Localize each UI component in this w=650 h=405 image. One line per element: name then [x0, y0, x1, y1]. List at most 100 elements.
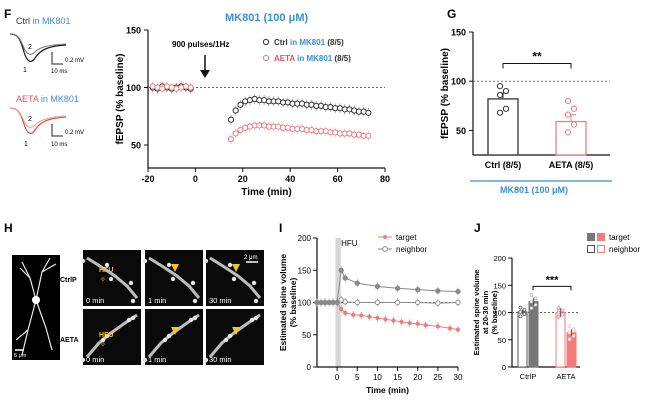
dendrite-image: 30 min — [203, 309, 264, 365]
aeta-trace: 1 2 0.2 mV 10 ms — [9, 107, 84, 148]
spine — [162, 337, 168, 343]
legend-target: target — [609, 233, 630, 242]
dendrite — [209, 256, 262, 299]
y-axis-label: fEPSP (% baseline) — [115, 54, 126, 145]
spine — [203, 258, 209, 264]
time-label: 30 min — [209, 355, 232, 364]
stim-label: 900 pulses/1Hz — [172, 40, 229, 49]
time-label: 0 min — [86, 296, 104, 305]
spine — [227, 333, 233, 339]
x-axis-label: Time (min) — [241, 187, 291, 198]
svg-text:1: 1 — [23, 67, 27, 74]
data-point — [556, 315, 561, 319]
svg-text:0.2 mV: 0.2 mV — [65, 130, 84, 136]
spine — [80, 258, 86, 264]
y-tick-label: 150 — [126, 26, 141, 36]
spine-volume-bar-chart: 0 50 100 150 200 Estimated spine volumeat 20-… — [472, 254, 580, 381]
time-label: 30 min — [209, 296, 232, 305]
scale-bar — [51, 52, 63, 65]
data-point — [374, 283, 381, 290]
y-axis-label: fEPSP (% baseline) — [440, 48, 451, 139]
panel-i-legend: target neighbor — [378, 233, 427, 254]
data-point — [455, 299, 461, 306]
time-label: 1 min — [148, 296, 166, 305]
dendrite-image: 1 min — [142, 309, 203, 365]
hfu-label: HFU — [99, 267, 113, 274]
panel-f-legend: Ctrl in MK801 (8/5) AETA in MK801 (8/5) — [262, 38, 351, 63]
data-point — [237, 126, 244, 134]
spine — [104, 262, 110, 268]
svg-text:1: 1 — [24, 141, 28, 148]
data-point — [367, 314, 372, 319]
data-point — [567, 337, 572, 342]
data-point — [502, 87, 510, 95]
data-point — [394, 285, 401, 291]
data-point — [237, 101, 244, 108]
data-point — [342, 275, 348, 281]
data-point — [570, 105, 578, 112]
spine — [190, 280, 196, 286]
data-point — [351, 312, 356, 317]
x-axis-label: Time (min) — [366, 385, 409, 395]
x-tick-label: 5 — [355, 373, 360, 382]
x-tick-label: 20 — [238, 174, 248, 184]
spine — [231, 276, 237, 282]
spine — [108, 276, 114, 282]
dendrite — [86, 256, 139, 299]
y-axis-label-line: (% baseline) — [288, 278, 298, 328]
spine — [104, 333, 110, 339]
spine — [170, 276, 176, 282]
data-point — [339, 306, 344, 312]
x-tick-label: 80 — [380, 174, 390, 184]
data-point — [338, 267, 344, 273]
spine — [188, 317, 194, 323]
x-tick-label: 15 — [393, 373, 402, 382]
stim-arrowhead — [200, 70, 210, 78]
data-point — [560, 308, 565, 313]
data-point — [518, 314, 523, 319]
data-point — [232, 130, 239, 137]
x-category-label: CtrlP — [520, 372, 537, 381]
x-tick-label: 40 — [285, 174, 295, 184]
data-point — [435, 300, 441, 306]
x-category-label: AETA (8/5) — [549, 160, 594, 170]
data-point — [187, 84, 194, 91]
data-point — [415, 299, 421, 306]
uncaging-spot-icon: ✧ — [100, 275, 107, 284]
y-tick-label: 150 — [493, 281, 506, 290]
spine — [192, 315, 198, 321]
arrowhead-icon — [171, 264, 179, 272]
data-point — [496, 109, 504, 116]
significance-marker: *** — [546, 274, 560, 286]
data-point — [391, 318, 396, 323]
data-point — [435, 288, 441, 294]
panel-j-label: J — [474, 221, 481, 235]
data-point — [399, 319, 404, 324]
panel-g-label: G — [447, 7, 456, 21]
svg-text:5 μm: 5 μm — [14, 353, 27, 359]
data-point — [518, 305, 523, 310]
data-point — [342, 299, 348, 305]
ctrl-trace: 1 2 0.2 mV 10 ms — [9, 33, 84, 75]
dendrite — [148, 256, 201, 299]
data-point — [159, 85, 166, 92]
row-label-ctrlp: CtrlP — [60, 277, 77, 284]
bar — [487, 98, 519, 156]
legend-ctrl: Ctrl in MK801 (8/5) — [274, 38, 344, 47]
x-tick-label: 10 — [373, 373, 382, 382]
neuron-image: 5 μm — [12, 255, 60, 360]
svg-text:10 ms: 10 ms — [51, 69, 67, 75]
data-point — [435, 324, 441, 329]
data-point — [496, 91, 504, 99]
data-point — [560, 312, 565, 317]
y-tick-label: 150 — [298, 266, 312, 275]
y-tick-label: 0 — [307, 363, 312, 372]
data-point — [529, 293, 534, 297]
y-tick-label: 100 — [298, 299, 312, 308]
panel-f-title: MK801 (100 μM) — [225, 12, 308, 24]
y-tick-label: 50 — [302, 331, 311, 340]
spine — [80, 357, 86, 363]
dendrite-image: HFU✧ 0 min — [80, 250, 141, 306]
